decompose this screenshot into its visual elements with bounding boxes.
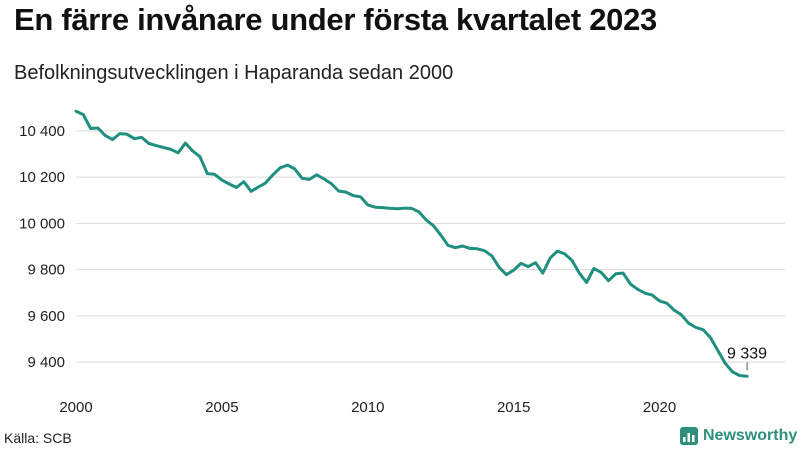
annotation-label: 9 339	[727, 345, 767, 362]
y-tick-label: 9 600	[27, 308, 65, 325]
brand-name: Newsworthy	[703, 427, 798, 444]
x-tick-label: 2010	[351, 399, 384, 416]
x-tick-label: 2020	[643, 399, 676, 416]
x-tick-label: 2000	[59, 399, 92, 416]
y-tick-label: 9 400	[27, 354, 65, 371]
chart-subtitle: Befolkningsutvecklingen i Haparanda seda…	[14, 62, 454, 84]
series-line	[74, 109, 749, 378]
y-tick-label: 10 000	[19, 215, 65, 232]
y-tick-label: 9 800	[27, 262, 65, 279]
brand-logo: Newsworthy	[680, 427, 797, 445]
source-note: Källa: SCB	[4, 430, 72, 446]
y-tick-label: 10 200	[19, 169, 65, 186]
x-tick-label: 2005	[205, 399, 238, 416]
chart-title: En färre invånare under första kvartalet…	[14, 2, 657, 37]
newsworthy-logo-icon	[680, 427, 698, 445]
y-tick-label: 10 400	[19, 123, 65, 140]
x-tick-label: 2015	[497, 399, 530, 416]
